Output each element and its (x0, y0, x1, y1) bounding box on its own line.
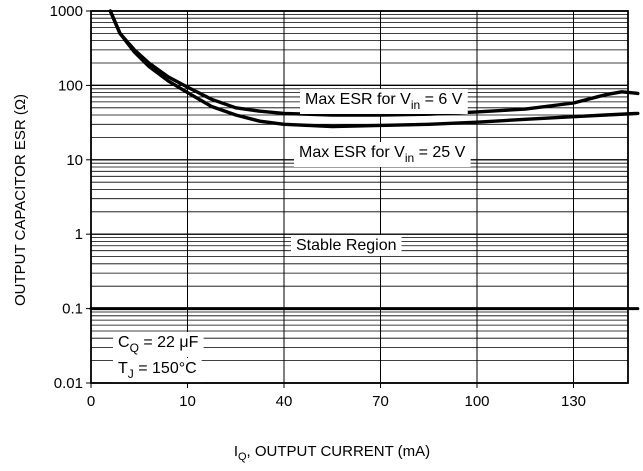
label-vin-6v-text: Max ESR for Vin = 6 V (305, 91, 463, 112)
y-tick-label: 100 (58, 77, 83, 94)
grid-layer (91, 10, 628, 384)
x-axis-label-sub: Q (238, 451, 247, 463)
curve-layer (108, 9, 640, 129)
x-axis-label-rest: , OUTPUT CURRENT (mA) (247, 443, 431, 460)
label-vin-6v-background (300, 89, 468, 114)
x-tick-label: 0 (87, 393, 95, 410)
label-tj-text: TJ = 150°C (118, 360, 197, 381)
y-tick-label: 1000 (50, 3, 83, 20)
y-tick-label: 10 (66, 152, 83, 169)
title-layer: OUTPUT CAPACITOR ESR (Ω) IQ, OUTPUT CURR… (12, 94, 430, 463)
label-cq-background (113, 332, 204, 357)
label-tj-background (113, 358, 202, 383)
plot-area-frame (90, 10, 629, 384)
label-vin-6v-suffix: = 6 V (420, 91, 463, 108)
label-tj-suffix: = 150°C (134, 360, 197, 377)
x-tick-label: 100 (464, 393, 489, 410)
label-vin-25v-suffix: = 25 V (414, 144, 465, 161)
stable-region-background (291, 235, 402, 256)
y-axis-label: OUTPUT CAPACITOR ESR (Ω) (12, 94, 29, 306)
label-vin-25v-background (294, 142, 471, 167)
label-cq-sub: Q (130, 341, 139, 355)
x-tick-label: 40 (276, 393, 293, 410)
y-tick-label: 1 (75, 226, 83, 243)
x-tick-label: 130 (561, 393, 586, 410)
label-vin-6v-sub: in (411, 98, 420, 112)
label-vin-6v-prefix: Max ESR for V (305, 91, 411, 108)
axis-layer: 0 10 40 70 100 130 1000 100 10 1 0.1 0.01 (50, 3, 629, 410)
x-axis-label: IQ, OUTPUT CURRENT (mA) (234, 443, 430, 463)
label-vin-25v-sub: in (405, 151, 414, 165)
label-cq-prefix: C (118, 334, 130, 351)
x-tick-label: 10 (179, 393, 196, 410)
stable-region-label: Stable Region (291, 235, 402, 256)
label-tj-prefix: T (118, 360, 128, 377)
label-cq: CQ = 22 μF (113, 332, 204, 357)
label-tj: TJ = 150°C (113, 358, 202, 383)
label-vin-25v-prefix: Max ESR for V (299, 144, 405, 161)
label-cq-suffix: = 22 μF (139, 334, 199, 351)
curve-vin-25v (108, 9, 640, 129)
y-tick-label: 0.01 (54, 375, 83, 392)
curve-vin-6v (108, 9, 640, 117)
stable-region-text: Stable Region (296, 237, 397, 254)
y-tick-label: 0.1 (62, 301, 83, 318)
label-vin-25v-text: Max ESR for Vin = 25 V (299, 144, 466, 165)
label-cq-text: CQ = 22 μF (118, 334, 199, 355)
label-vin-25v: Max ESR for Vin = 25 V (294, 142, 471, 167)
x-axis-label-main: I (234, 443, 238, 460)
label-vin-6v: Max ESR for Vin = 6 V (300, 89, 468, 114)
label-tj-sub: J (128, 367, 134, 381)
x-tick-label: 70 (372, 393, 389, 410)
